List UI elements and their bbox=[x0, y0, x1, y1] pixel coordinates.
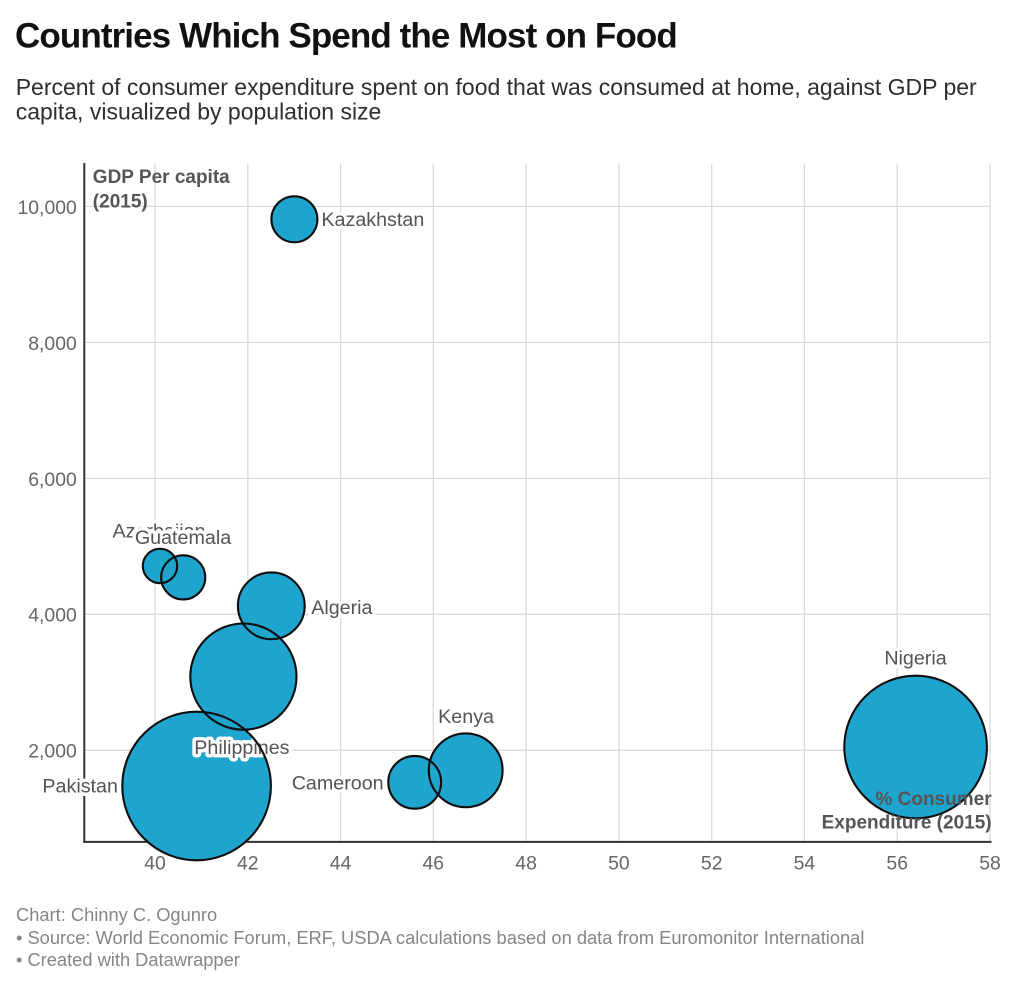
svg-text:4,000: 4,000 bbox=[28, 605, 77, 627]
svg-text:48: 48 bbox=[515, 853, 537, 875]
svg-text:capita, visualized by populati: capita, visualized by population size bbox=[16, 99, 382, 125]
svg-text:Pakistan: Pakistan bbox=[42, 776, 118, 798]
svg-text:58: 58 bbox=[979, 853, 1001, 875]
svg-text:% Consumer: % Consumer bbox=[875, 789, 992, 810]
svg-text:Algeria: Algeria bbox=[311, 597, 372, 619]
svg-text:Kazakhstan: Kazakhstan bbox=[321, 209, 424, 231]
svg-text:GDP Per capita: GDP Per capita bbox=[93, 167, 230, 188]
svg-text:46: 46 bbox=[423, 853, 445, 875]
svg-text:• Created with Datawrapper: • Created with Datawrapper bbox=[16, 949, 240, 970]
svg-text:52: 52 bbox=[701, 853, 723, 875]
svg-text:• Source: World Economic Forum: • Source: World Economic Forum, ERF, USD… bbox=[16, 927, 864, 948]
svg-text:Kenya: Kenya bbox=[438, 706, 494, 728]
svg-text:42: 42 bbox=[237, 853, 259, 875]
svg-text:Expenditure (2015): Expenditure (2015) bbox=[822, 812, 992, 833]
svg-text:Philippines: Philippines bbox=[194, 737, 289, 759]
svg-text:Guatemala: Guatemala bbox=[135, 527, 231, 549]
svg-text:44: 44 bbox=[330, 853, 352, 875]
svg-text:54: 54 bbox=[794, 853, 816, 875]
svg-text:10,000: 10,000 bbox=[17, 197, 77, 219]
svg-text:Countries Which Spend the Most: Countries Which Spend the Most on Food bbox=[15, 17, 677, 56]
svg-text:Cameroon: Cameroon bbox=[292, 773, 384, 795]
svg-text:8,000: 8,000 bbox=[28, 333, 77, 355]
svg-text:Percent of consumer expenditur: Percent of consumer expenditure spent on… bbox=[16, 74, 977, 100]
svg-text:6,000: 6,000 bbox=[28, 469, 77, 491]
svg-text:Azerbaijan: Azerbaijan bbox=[112, 521, 205, 543]
svg-text:Chart: Chinny C. Ogunro: Chart: Chinny C. Ogunro bbox=[16, 904, 217, 925]
svg-text:Nigeria: Nigeria bbox=[884, 648, 946, 670]
svg-text:40: 40 bbox=[144, 853, 166, 875]
svg-text:2,000: 2,000 bbox=[28, 741, 77, 763]
svg-text:(2015): (2015) bbox=[93, 191, 148, 212]
svg-text:50: 50 bbox=[608, 853, 630, 875]
svg-text:56: 56 bbox=[886, 853, 908, 875]
